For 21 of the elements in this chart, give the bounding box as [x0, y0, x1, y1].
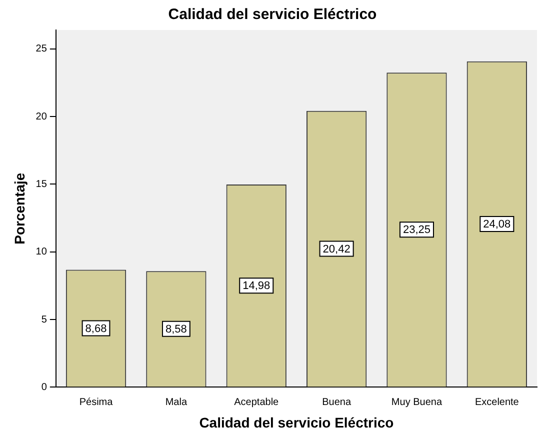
data-label: 23,25 — [402, 224, 430, 236]
y-tick-label: 5 — [41, 314, 48, 326]
y-tick-label: 0 — [41, 382, 48, 393]
x-tick-label: Pésima — [79, 396, 114, 408]
data-label: 20,42 — [322, 243, 350, 256]
x-tick-label: Aceptable — [234, 396, 280, 408]
data-label: 14,98 — [242, 280, 270, 292]
y-tick-label: 20 — [36, 111, 48, 122]
y-axis-title: Porcentaje — [11, 172, 28, 244]
x-tick-label: Excelente — [474, 396, 520, 408]
y-tick-label: 15 — [36, 178, 48, 190]
y-tick-label: 10 — [36, 246, 48, 258]
x-tick-label: Muy Buena — [391, 396, 442, 408]
x-axis-title: Calidad del servicio Eléctrico — [199, 414, 394, 430]
y-tick-label: 25 — [36, 44, 48, 55]
data-label: 24,08 — [483, 218, 511, 231]
x-tick-label: Mala — [165, 396, 188, 408]
chart-title: Calidad del servicio Eléctrico — [168, 6, 377, 24]
data-label: 8,58 — [165, 323, 187, 336]
x-tick-label: Buena — [322, 396, 352, 408]
data-label: 8,68 — [85, 322, 107, 335]
